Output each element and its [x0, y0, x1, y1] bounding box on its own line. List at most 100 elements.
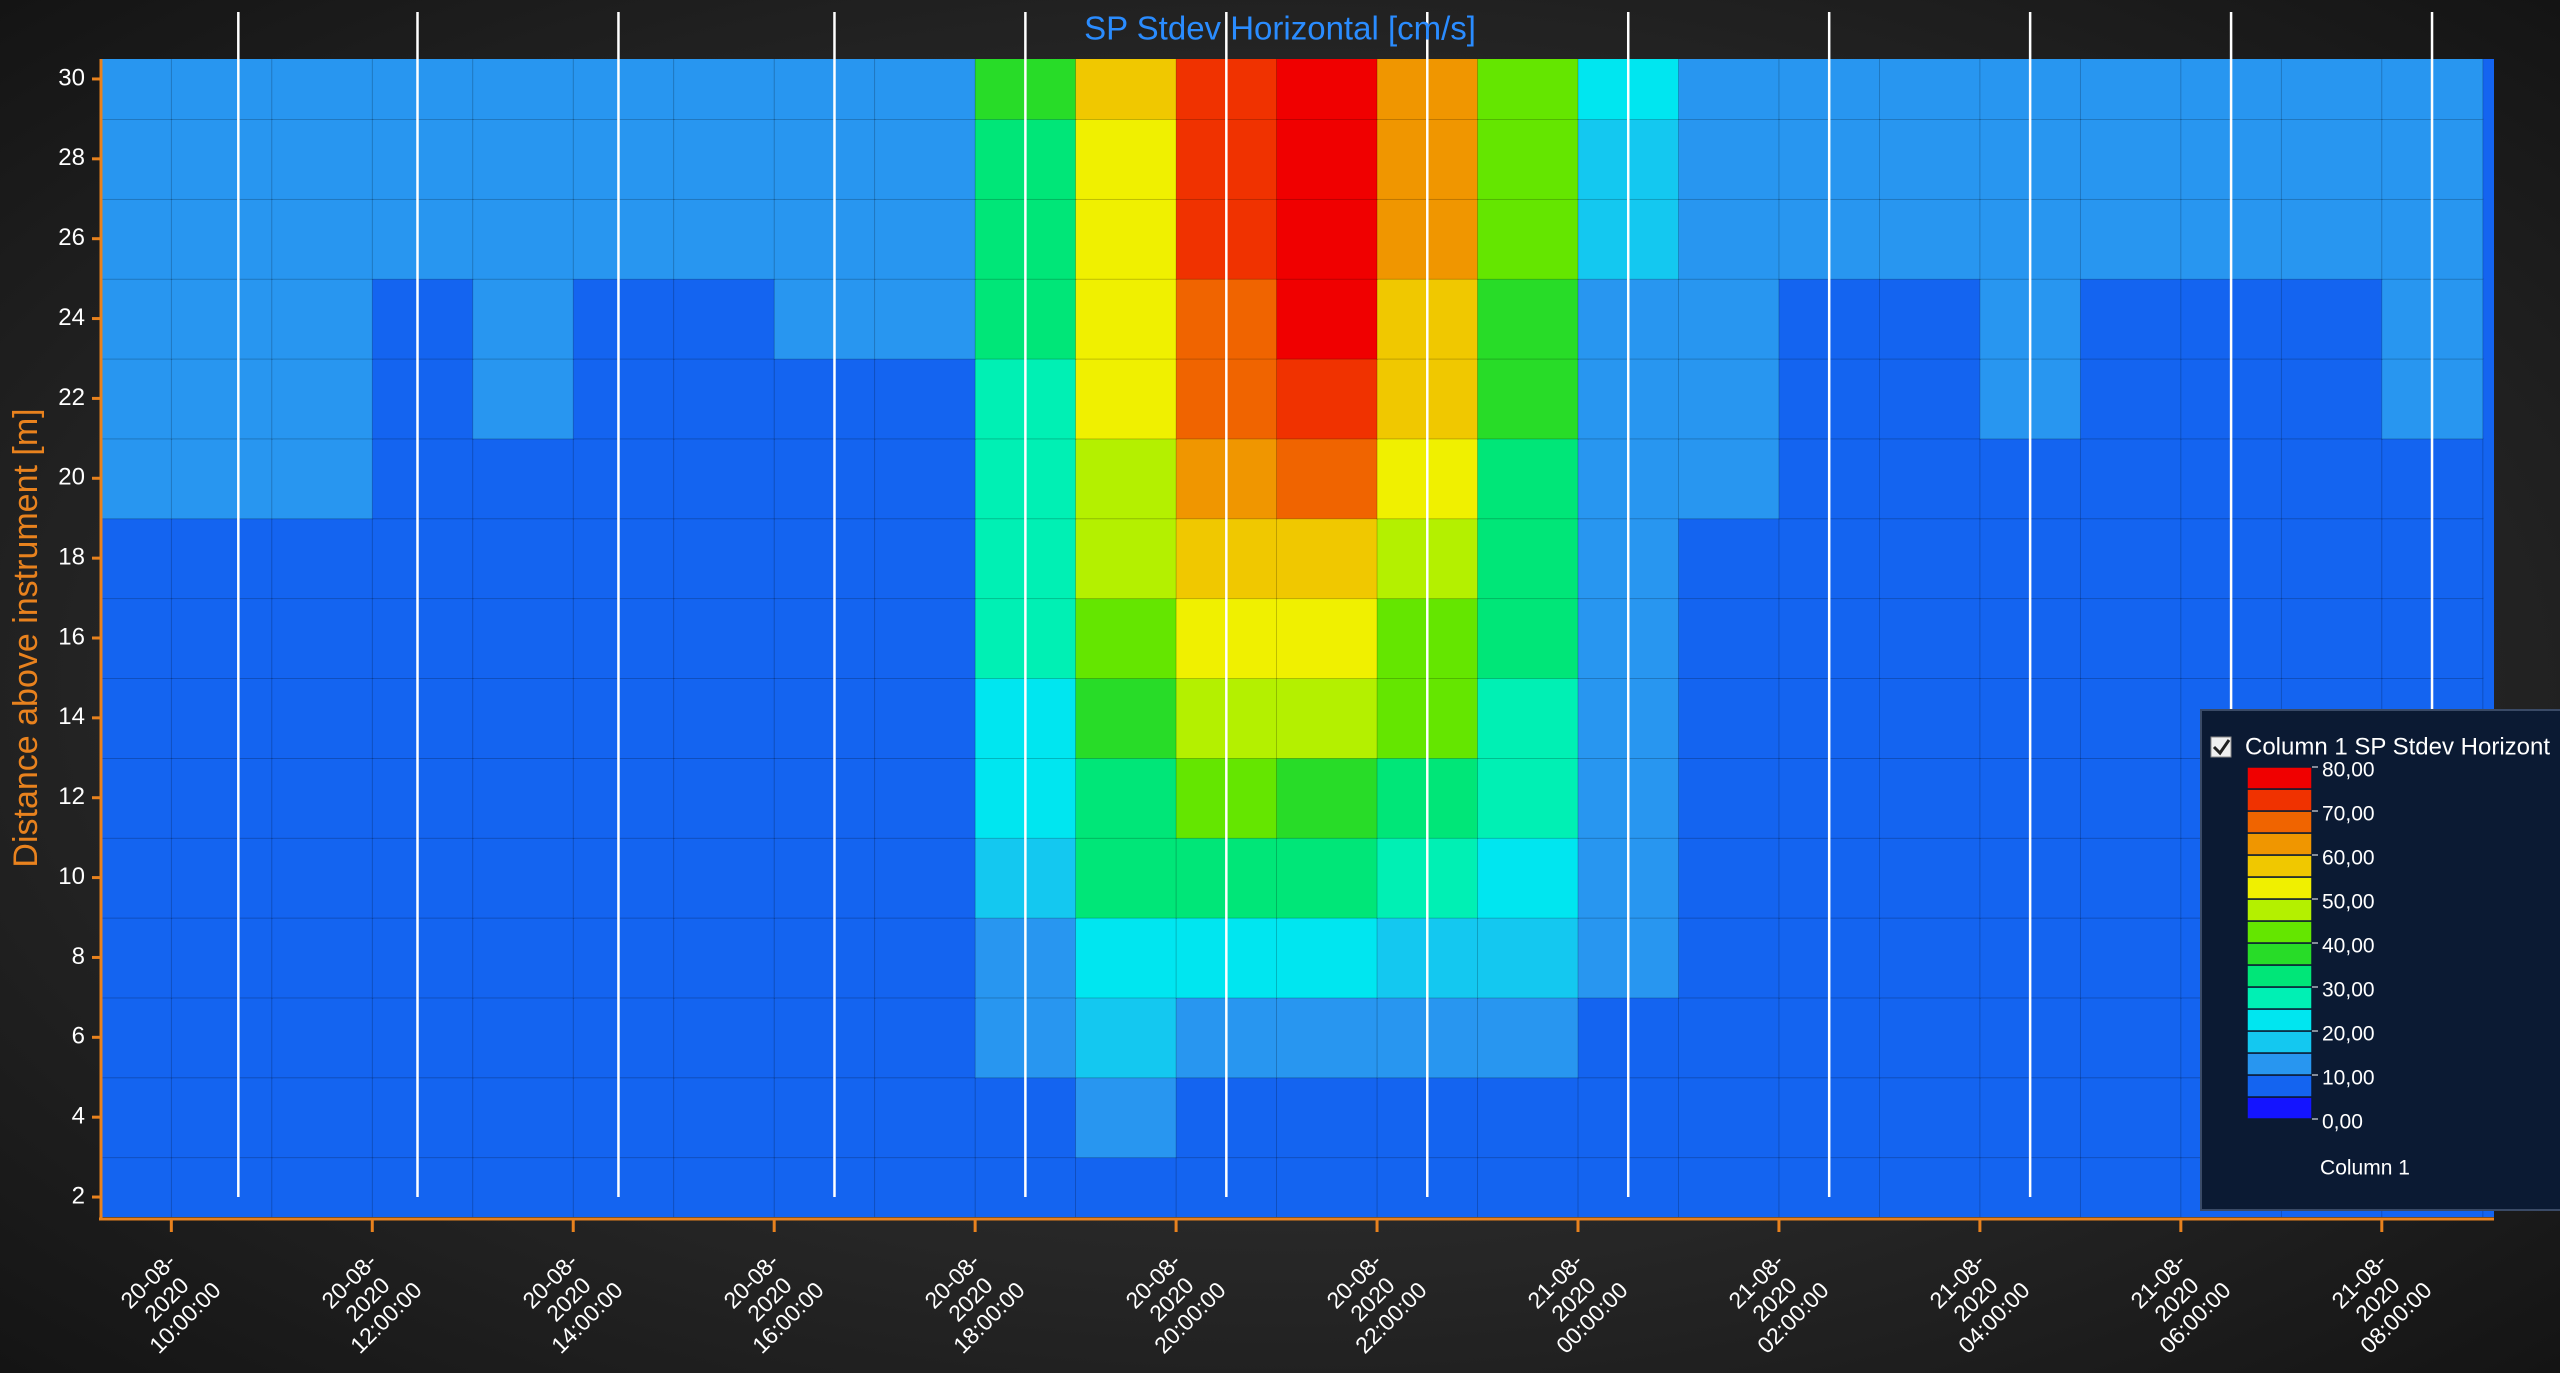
contour-cell [473, 39, 574, 119]
contour-cell [272, 997, 373, 1077]
y-tick-label: 4 [72, 1103, 85, 1130]
contour-cell [1277, 997, 1378, 1077]
contour-cell [372, 518, 473, 598]
y-tick-label: 14 [58, 703, 85, 730]
colorbar-band [2247, 1053, 2312, 1075]
contour-cell [1879, 518, 1980, 598]
contour-cell [1478, 358, 1579, 438]
contour-cell [372, 438, 473, 518]
contour-cell [1678, 758, 1779, 838]
contour-cell [171, 838, 272, 918]
contour-cell [171, 678, 272, 758]
contour-cell [1879, 119, 1980, 199]
contour-cell [1277, 598, 1378, 678]
contour-cell [1478, 1157, 1579, 1237]
colorbar-band [2247, 1009, 2312, 1031]
contour-cell [1076, 199, 1177, 279]
colorbar-band [2247, 987, 2312, 1009]
contour-cell [875, 918, 976, 998]
colorbar-band [2247, 943, 2312, 965]
y-tick-label: 30 [58, 64, 85, 91]
contour-cell [372, 918, 473, 998]
contour-cell [1478, 678, 1579, 758]
contour-cell [1478, 438, 1579, 518]
contour-cell [1678, 918, 1779, 998]
contour-cell [674, 1157, 775, 1237]
y-tick-label: 18 [58, 543, 85, 570]
contour-cell [1076, 997, 1177, 1077]
contour-cell [674, 279, 775, 359]
contour-cell [573, 838, 674, 918]
contour-cell [372, 758, 473, 838]
contour-cell [1478, 758, 1579, 838]
contour-cell [473, 598, 574, 678]
contour-cell [372, 199, 473, 279]
legend: Column 1 SP Stdev Horizont Column 1 0,00… [2201, 710, 2560, 1210]
contour-cell [1277, 438, 1378, 518]
contour-cell [272, 119, 373, 199]
colorbar-label: 20,00 [2322, 1023, 2375, 1046]
contour-cell [171, 438, 272, 518]
colorbar-band [2247, 921, 2312, 943]
contour-cell [1678, 678, 1779, 758]
contour-cell [1879, 598, 1980, 678]
y-tick-label: 26 [58, 224, 85, 251]
contour-cell [875, 199, 976, 279]
contour-cell [875, 758, 976, 838]
contour-cell [774, 598, 875, 678]
contour-cell [2080, 39, 2181, 119]
contour-cell [573, 997, 674, 1077]
contour-cell [2080, 119, 2181, 199]
contour-cell [71, 199, 172, 279]
contour-cell [2281, 39, 2382, 119]
contour-cell [1879, 678, 1980, 758]
contour-cell [171, 997, 272, 1077]
contour-cell [71, 39, 172, 119]
contour-cell [774, 39, 875, 119]
contour-cell [2080, 997, 2181, 1077]
contour-cell [1879, 279, 1980, 359]
contour-cell [674, 358, 775, 438]
contour-cell [1478, 518, 1579, 598]
contour-field [71, 39, 2483, 1238]
contour-cell [1879, 918, 1980, 998]
contour-cell [2281, 598, 2382, 678]
contour-cell [1879, 758, 1980, 838]
contour-cell [2080, 279, 2181, 359]
colorbar-label: 0,00 [2322, 1111, 2363, 1134]
y-tick-label: 16 [58, 623, 85, 650]
contour-cell [272, 518, 373, 598]
contour-cell [674, 518, 775, 598]
y-tick-label: 2 [72, 1182, 85, 1209]
contour-cell [875, 358, 976, 438]
contour-cell [875, 1157, 976, 1237]
contour-cell [372, 39, 473, 119]
contour-cell [2080, 1157, 2181, 1237]
contour-cell [2080, 838, 2181, 918]
contour-cell [1277, 279, 1378, 359]
colorbar-band [2247, 1097, 2312, 1119]
contour-cell [272, 1157, 373, 1237]
contour-cell [71, 678, 172, 758]
contour-cell [171, 279, 272, 359]
contour-cell [1076, 119, 1177, 199]
contour-cell [1277, 678, 1378, 758]
contour-cell [875, 279, 976, 359]
contour-cell [674, 1077, 775, 1157]
contour-cell [774, 1077, 875, 1157]
contour-cell [473, 518, 574, 598]
contour-cell [272, 1077, 373, 1157]
contour-cell [473, 1157, 574, 1237]
contour-cell [171, 918, 272, 998]
contour-cell [473, 358, 574, 438]
colorbar-label: 80,00 [2322, 759, 2375, 782]
colorbar-band [2247, 1075, 2312, 1097]
contour-cell [71, 1157, 172, 1237]
contour-cell [674, 918, 775, 998]
contour-cell [71, 119, 172, 199]
contour-cell [473, 678, 574, 758]
colorbar-band [2247, 1031, 2312, 1053]
contour-cell [774, 518, 875, 598]
contour-cell [1478, 119, 1579, 199]
contour-cell [372, 598, 473, 678]
